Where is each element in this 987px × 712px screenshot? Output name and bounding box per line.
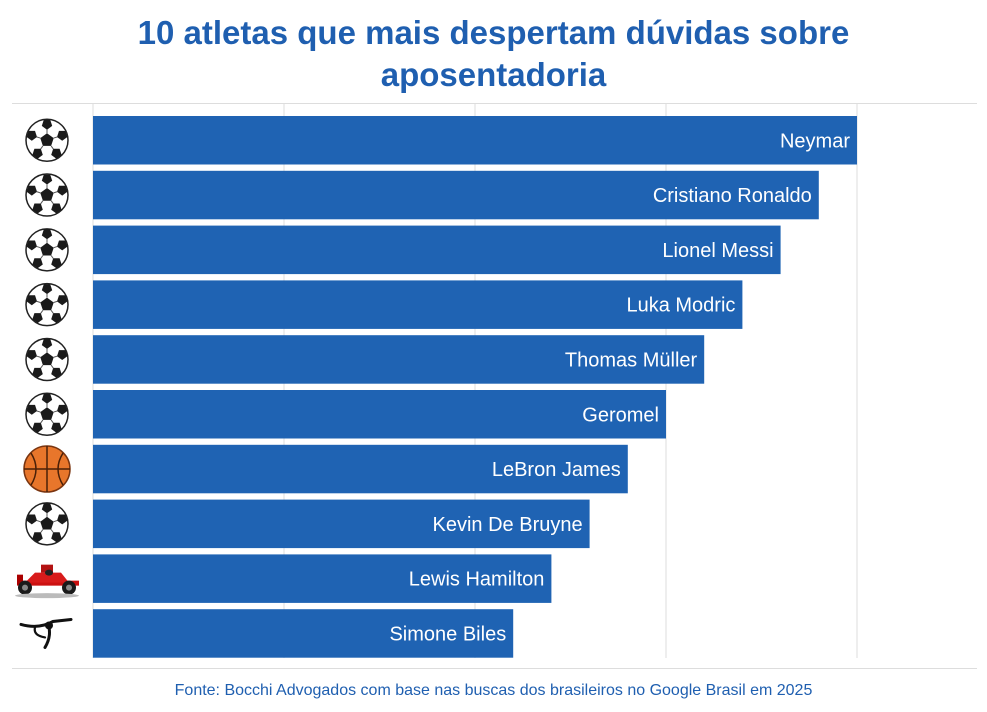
bar-label: Geromel: [582, 404, 659, 426]
title-line-2: aposentadoria: [380, 56, 607, 93]
bar: [93, 170, 819, 220]
bar: [93, 116, 857, 165]
title-line-1: 10 atletas que mais despertam dúvidas so…: [137, 14, 850, 51]
bar-chart: Neymar Cristiano Ronaldo Lionel Messi Luka …: [15, 104, 858, 658]
basketball-icon: [23, 445, 71, 493]
bar-label: Lewis Hamilton: [409, 569, 545, 591]
bar: [93, 280, 743, 329]
soccer-ball-icon: [25, 173, 69, 217]
bar: [93, 609, 514, 658]
bar: [93, 444, 628, 494]
bottom-divider: [12, 668, 977, 669]
soccer-ball-icon: [25, 282, 69, 327]
top-divider: [12, 103, 977, 104]
bar: [93, 499, 590, 549]
soccer-ball-icon: [25, 392, 69, 436]
soccer-ball-icon: [25, 502, 69, 546]
bar-label: Kevin De Bruyne: [433, 514, 583, 536]
bar: [93, 390, 666, 439]
bar-label: LeBron James: [492, 459, 621, 481]
bar: [93, 554, 552, 603]
bar-label: Thomas Müller: [565, 349, 698, 371]
bar: [93, 335, 705, 384]
bar: [93, 225, 781, 275]
bar-label: Simone Biles: [389, 623, 506, 645]
gymnast-icon: [19, 617, 73, 649]
bar-label: Luka Modric: [626, 295, 735, 317]
bar-label: Lionel Messi: [662, 240, 773, 262]
soccer-ball-icon: [25, 337, 69, 382]
soccer-ball-icon: [25, 118, 69, 162]
source-note: Fonte: Bocchi Advogados com base nas bus…: [174, 682, 813, 699]
formula1-car-icon: [15, 564, 79, 599]
bar-label: Cristiano Ronaldo: [653, 185, 812, 207]
bar-label: Neymar: [780, 130, 850, 152]
soccer-ball-icon: [25, 228, 69, 272]
chart-title: 10 atletas que mais despertam dúvidas so…: [0, 12, 987, 96]
